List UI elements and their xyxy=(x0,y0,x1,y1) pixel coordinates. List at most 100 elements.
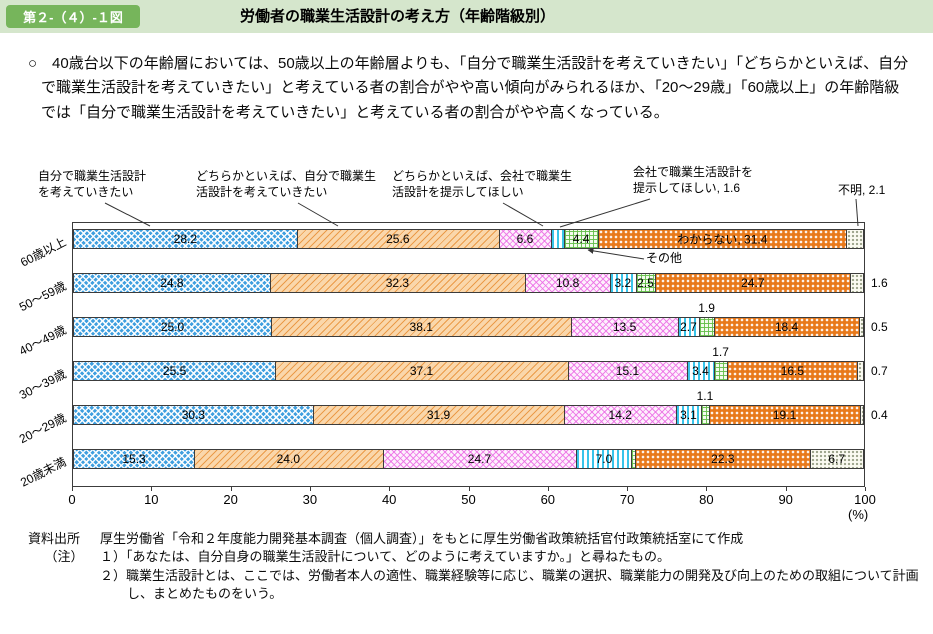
tick-label: 0 xyxy=(68,492,76,507)
tick-mark xyxy=(547,487,549,491)
segment-value: 31.9 xyxy=(426,408,451,422)
segment-value: 6.6 xyxy=(516,232,534,246)
stacked-bar: 30.3 31.9 14.2 3.1 1.1 19.1 0.4 xyxy=(73,389,888,425)
bar-segment xyxy=(74,318,272,336)
source-row: 資料出所 厚生労働省「令和２年度能力開発基本調査（個人調査）」をもとに厚生労働省… xyxy=(28,530,920,548)
tick-label: 10 xyxy=(144,492,159,507)
category-label: 20～29歳 xyxy=(16,410,69,447)
segment-value: 18.4 xyxy=(774,320,799,334)
segment-value: 2.5 xyxy=(637,276,654,290)
annotation-rather-self: どちらかといえば、自分で職業生 活設計を考えていきたい xyxy=(196,169,377,199)
annotation-unknown: 不明, 2.1 xyxy=(838,183,886,197)
segment-value: 0.4 xyxy=(871,408,888,422)
bar-segment xyxy=(713,362,728,380)
segment-value: 14.2 xyxy=(608,408,632,422)
bar-segment xyxy=(676,406,701,424)
tick-mark xyxy=(468,487,470,491)
bar-segment xyxy=(74,274,270,292)
segment-value: 1.9 xyxy=(698,301,715,315)
segment-value: 16.5 xyxy=(780,364,805,378)
bar-segment xyxy=(635,450,811,468)
annotation-self-design: 自分で職業生活設計 を考えていきたい xyxy=(38,169,147,199)
note-2: ２）職業生活設計とは、ここでは、労働者本人の適性、職業経験等に応じ、職業の選択、… xyxy=(100,567,919,602)
annotation-rather-company: どちらかといえば、会社で職業生 活設計を提示してほしい xyxy=(392,169,573,199)
segment-value: 6.7 xyxy=(828,452,846,466)
bar-segment xyxy=(655,274,851,292)
figure-number-badge: 第２-（４）-１図 xyxy=(6,5,140,28)
segment-value: 37.1 xyxy=(409,364,434,378)
segment-value: 1.7 xyxy=(712,345,729,359)
tick-label: 30 xyxy=(302,492,318,507)
bar-segment xyxy=(312,406,565,424)
segment-value: 3.2 xyxy=(614,276,632,290)
segment-value: わからない, 31.4 xyxy=(677,232,768,247)
figure-title: 労働者の職業生活設計の考え方（年齢階級別） xyxy=(240,8,556,25)
annotation-company: 会社で職業生活設計を 提示してほしい, 1.6 xyxy=(633,165,754,195)
tick-label: 90 xyxy=(778,492,793,507)
segment-value: 25.5 xyxy=(162,364,187,378)
bar-segment xyxy=(687,362,714,380)
segment-value: 19.1 xyxy=(772,408,797,422)
stacked-bar: 15.3 24.0 24.7 7.0 22.3 6.7 xyxy=(73,449,864,469)
bar-segment xyxy=(564,406,677,424)
segment-value: 28.2 xyxy=(173,232,198,246)
bar-segment xyxy=(571,318,678,336)
stacked-bar: 25.0 38.1 13.5 2.7 1.9 18.4 0.5 xyxy=(73,301,888,337)
bar-segment xyxy=(498,230,552,248)
bar-segment xyxy=(709,406,860,424)
segment-value: 10.8 xyxy=(555,276,580,290)
tick-mark xyxy=(865,487,866,491)
bar-segment xyxy=(567,362,688,380)
footer: 資料出所 厚生労働省「令和２年度能力開発基本調査（個人調査）」をもとに厚生労働省… xyxy=(28,530,920,604)
segment-value: 32.3 xyxy=(385,276,410,290)
bar-segment xyxy=(700,406,710,424)
bar-segment xyxy=(74,230,297,248)
segment-value: 7.0 xyxy=(595,452,613,466)
tick-label: 60 xyxy=(540,492,556,507)
bar-segment xyxy=(74,362,276,380)
bar-segment xyxy=(859,406,863,424)
tick-mark xyxy=(627,487,629,491)
annotation-other: その他 xyxy=(646,251,683,265)
source-label: 資料出所 xyxy=(28,531,81,546)
bar-segment xyxy=(576,450,632,468)
bar-segment xyxy=(551,230,564,248)
bar-segment xyxy=(269,274,525,292)
segment-value: 15.1 xyxy=(615,364,640,378)
notes: １）「あなたは、自分自身の職業生活設計について、どのように考えていますか。」と尋… xyxy=(100,548,920,603)
bar-segment xyxy=(846,230,863,248)
bar-segment xyxy=(271,318,572,336)
tick-mark xyxy=(230,487,232,491)
tick-mark xyxy=(72,487,73,491)
plot-area: 28.2 25.6 6.6 4.4 わからない, 31.4 60歳以上 24.8 32.3 10… xyxy=(17,222,888,490)
segment-value: 22.3 xyxy=(711,452,735,466)
tick-label: 80 xyxy=(699,492,714,507)
bar-segment xyxy=(699,318,715,336)
bar-segment xyxy=(194,450,383,468)
bar-segment xyxy=(727,362,858,380)
tick-label: 100 xyxy=(854,492,876,507)
tick-mark xyxy=(389,487,391,491)
bar-segment xyxy=(382,450,577,468)
segment-value: 30.3 xyxy=(181,408,206,422)
segment-value: 24.7 xyxy=(467,452,492,466)
note-1: １）「あなたは、自分自身の職業生活設計について、どのように考えていますか。」と尋… xyxy=(100,549,671,565)
x-axis-unit: (%) xyxy=(848,507,869,522)
note-label: （注） xyxy=(44,549,84,565)
bar-segment xyxy=(296,230,499,248)
bar-segment xyxy=(677,318,700,336)
tick-mark xyxy=(785,487,787,491)
segment-value: 1.1 xyxy=(696,389,714,403)
bar-segment xyxy=(631,450,636,468)
tick-mark xyxy=(309,487,311,491)
bar-segment xyxy=(74,450,195,468)
tick-mark xyxy=(151,487,153,491)
segment-value: 1.6 xyxy=(871,276,888,290)
x-axis: 0 10 20 30 40 50 60 70 80 90 100 xyxy=(68,487,876,523)
bar-segment xyxy=(635,274,656,292)
segment-value: 4.4 xyxy=(572,232,590,246)
bar-segment xyxy=(563,230,599,248)
segment-value: 25.6 xyxy=(386,232,410,246)
category-label: 30～39歳 xyxy=(16,366,69,403)
